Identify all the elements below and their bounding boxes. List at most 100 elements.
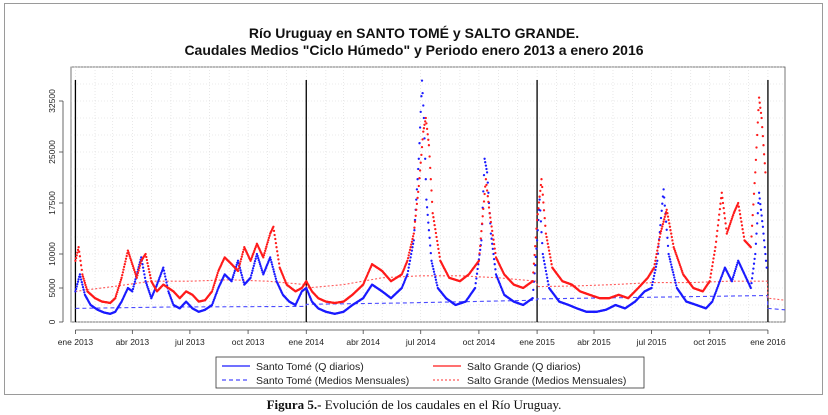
data-point xyxy=(422,127,426,130)
data-point xyxy=(147,287,150,290)
data-point xyxy=(131,290,134,293)
data-point xyxy=(670,265,673,269)
data-point xyxy=(475,272,479,275)
data-point xyxy=(76,282,79,286)
data-point xyxy=(436,243,439,247)
data-point xyxy=(121,273,124,277)
data-point xyxy=(672,273,675,277)
data-point xyxy=(215,275,218,279)
data-point xyxy=(266,241,269,244)
data-point xyxy=(74,256,78,260)
data-point xyxy=(124,260,127,263)
data-point xyxy=(119,280,122,284)
data-point xyxy=(118,282,121,286)
x-tick-label: oct 2013 xyxy=(232,337,265,347)
legend-label-salto-grande-daily: Salto Grande (Q diarios) xyxy=(467,361,581,373)
data-point xyxy=(673,249,677,252)
data-point xyxy=(659,230,663,233)
data-point xyxy=(411,237,414,241)
data-point xyxy=(138,266,141,270)
data-point xyxy=(241,276,244,279)
data-point xyxy=(430,262,434,265)
data-point xyxy=(438,255,441,258)
data-point xyxy=(548,252,551,256)
data-point xyxy=(721,196,724,200)
data-point xyxy=(540,231,543,234)
data-point xyxy=(233,269,236,273)
data-point xyxy=(434,278,438,281)
data-point xyxy=(663,218,666,221)
data-point xyxy=(416,178,419,181)
data-point xyxy=(486,195,489,198)
data-point xyxy=(479,237,482,240)
data-point xyxy=(539,189,542,193)
data-point xyxy=(274,241,278,245)
data-point xyxy=(660,227,663,230)
data-point xyxy=(714,246,717,249)
data-point xyxy=(671,271,675,274)
data-point xyxy=(212,286,215,289)
data-point xyxy=(258,263,262,266)
data-point xyxy=(494,268,497,271)
data-point xyxy=(757,96,761,99)
data-point xyxy=(542,209,546,212)
data-point xyxy=(535,218,539,222)
data-point xyxy=(413,218,417,222)
data-point xyxy=(260,267,263,270)
data-point xyxy=(423,137,426,140)
data-point xyxy=(479,244,482,248)
data-point xyxy=(250,274,253,277)
data-point xyxy=(480,239,483,242)
data-point xyxy=(411,235,415,238)
legend: Santo Tomé (Q diarios) Santo Tomé (Medio… xyxy=(215,356,645,389)
data-point xyxy=(434,275,437,279)
data-point xyxy=(764,259,768,262)
data-point xyxy=(740,224,744,227)
data-point xyxy=(433,223,436,227)
data-point xyxy=(737,205,740,208)
data-point xyxy=(437,247,440,251)
data-point xyxy=(256,254,259,258)
data-point xyxy=(430,200,434,204)
data-point xyxy=(759,202,762,206)
data-point xyxy=(668,255,671,258)
data-point xyxy=(490,237,493,240)
data-point xyxy=(742,231,745,235)
data-point xyxy=(760,214,763,217)
data-point xyxy=(236,259,240,262)
data-point xyxy=(252,264,255,268)
data-point xyxy=(726,230,729,233)
data-point xyxy=(133,268,136,272)
data-point xyxy=(74,287,78,291)
data-point xyxy=(539,209,542,212)
data-point xyxy=(709,276,712,279)
series-dots-salto-grande-daily xyxy=(74,96,767,305)
x-tick-label: oct 2014 xyxy=(463,337,496,347)
data-point xyxy=(85,288,88,291)
data-point xyxy=(545,235,548,239)
data-point xyxy=(750,224,754,227)
data-point xyxy=(534,264,537,267)
data-point xyxy=(676,258,680,262)
data-point xyxy=(666,236,669,239)
data-point xyxy=(708,280,711,283)
data-point xyxy=(758,101,761,104)
data-point xyxy=(79,264,83,267)
data-point xyxy=(431,212,434,215)
data-point xyxy=(753,181,756,185)
data-point xyxy=(544,224,547,227)
data-point xyxy=(666,215,670,218)
data-point xyxy=(475,277,478,280)
data-point xyxy=(477,259,481,262)
data-point xyxy=(492,242,496,246)
data-point xyxy=(721,201,725,205)
data-point xyxy=(414,214,417,217)
data-point xyxy=(83,279,86,282)
data-point xyxy=(675,253,678,256)
data-point xyxy=(415,188,419,191)
y-tick-label: 32500 xyxy=(47,89,57,113)
data-point xyxy=(127,251,130,254)
data-point xyxy=(754,242,758,245)
data-point xyxy=(410,249,414,252)
data-point xyxy=(148,291,151,294)
